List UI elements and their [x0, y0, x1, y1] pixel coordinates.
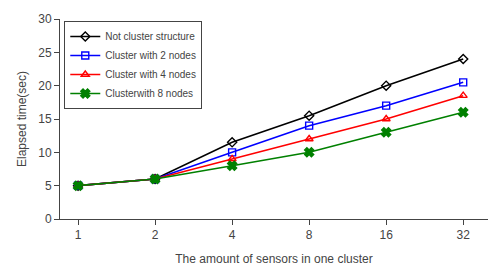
- svg-text:30: 30: [38, 12, 52, 26]
- svg-text:Elapsed time(sec): Elapsed time(sec): [15, 71, 29, 167]
- svg-text:Cluster with 4 nodes: Cluster with 4 nodes: [105, 69, 196, 80]
- svg-text:0: 0: [45, 212, 52, 226]
- svg-text:15: 15: [38, 112, 52, 126]
- svg-text:The amount of sensors in one c: The amount of sensors in one cluster: [175, 252, 372, 266]
- svg-text:32: 32: [457, 228, 471, 242]
- svg-text:8: 8: [306, 228, 313, 242]
- svg-text:10: 10: [38, 146, 52, 160]
- svg-text:2: 2: [152, 228, 159, 242]
- svg-text:1: 1: [75, 228, 82, 242]
- svg-text:25: 25: [38, 46, 52, 60]
- svg-text:Not cluster structure: Not cluster structure: [105, 31, 195, 42]
- svg-text:5: 5: [45, 179, 52, 193]
- svg-text:4: 4: [229, 228, 236, 242]
- svg-text:Cluster with 2 nodes: Cluster with 2 nodes: [105, 50, 196, 61]
- svg-text:Clusterwith 8 nodes: Clusterwith 8 nodes: [105, 88, 193, 99]
- svg-text:16: 16: [379, 228, 393, 242]
- svg-text:20: 20: [38, 79, 52, 93]
